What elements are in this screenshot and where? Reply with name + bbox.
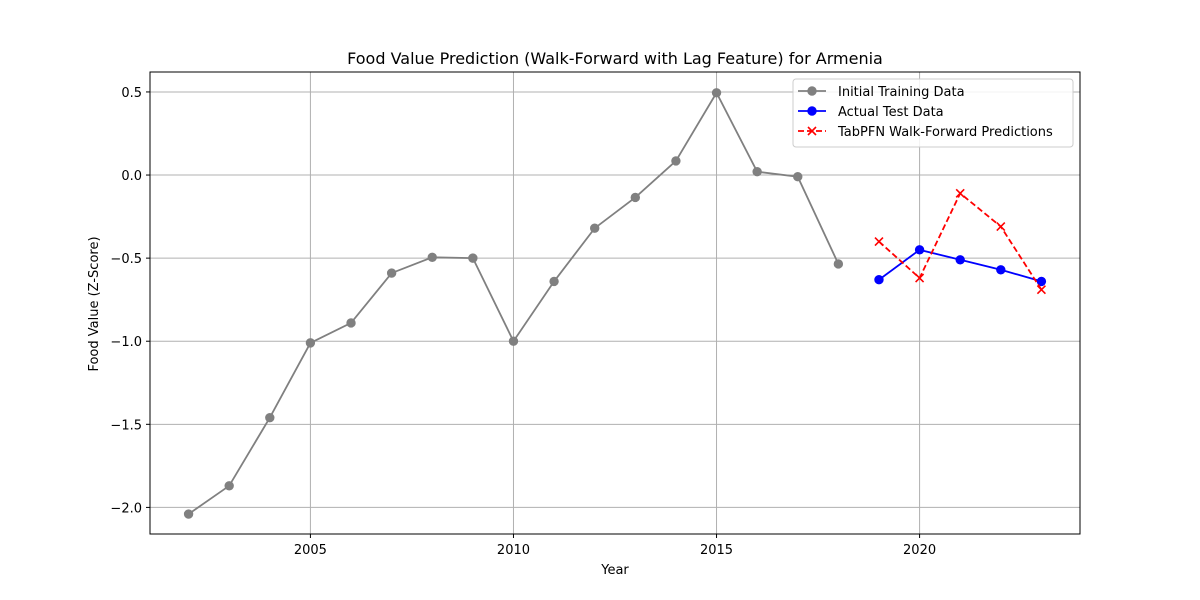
- data-point: [793, 171, 803, 182]
- x-tick-label: 2010: [497, 543, 530, 558]
- data-point: [305, 338, 316, 348]
- y-tick-label: −1.0: [110, 335, 142, 350]
- data-point: [915, 273, 925, 283]
- data-point: [996, 221, 1006, 232]
- series-2: [874, 188, 1046, 295]
- legend: Initial Training Data Actual Test Data Tab…: [792, 78, 1074, 148]
- x-axis-label: Year: [600, 563, 629, 578]
- data-point: [955, 188, 965, 198]
- data-point: [589, 223, 600, 233]
- grid-lines: [150, 72, 1080, 534]
- legend-marker: [807, 126, 817, 136]
- data-point: [752, 167, 762, 177]
- legend-item: Initial Training Data: [798, 85, 965, 100]
- legend-item: Actual Test Data: [798, 105, 944, 120]
- data-point: [874, 236, 884, 247]
- data-point: [833, 259, 844, 269]
- legend-box: [792, 78, 1074, 148]
- data-point: [671, 156, 681, 166]
- legend-label: Actual Test Data: [838, 105, 944, 120]
- series-line: [878, 248, 1042, 283]
- data-point: [386, 268, 397, 278]
- legend-marker: [807, 86, 817, 96]
- legend-marker: [807, 106, 817, 116]
- data-point: [1036, 285, 1046, 295]
- data-point: [1036, 276, 1047, 287]
- y-tick-label: 0.5: [121, 86, 142, 101]
- data-point: [265, 412, 275, 423]
- data-point: [549, 276, 559, 287]
- data-point: [630, 192, 641, 203]
- x-tick-label: 2015: [700, 543, 733, 558]
- y-axis-ticks: 0.5 0.0 −0.5 −1.0 −1.5 −2.0: [110, 86, 150, 516]
- data-point: [427, 252, 437, 262]
- y-axis-label: Food Value (Z-Score): [87, 236, 102, 371]
- data-point: [996, 265, 1006, 275]
- chart-title: Food Value Prediction (Walk-Forward with…: [347, 49, 883, 68]
- y-tick-label: −0.5: [110, 252, 142, 267]
- plot-frame: [149, 71, 1081, 535]
- y-tick-label: −2.0: [110, 501, 142, 516]
- data-point: [874, 275, 884, 285]
- series-1: [874, 245, 1047, 287]
- data-point: [914, 245, 925, 255]
- legend-label: TabPFN Walk-Forward Predictions: [837, 125, 1053, 140]
- y-tick-label: −1.5: [110, 418, 142, 433]
- x-axis-ticks: 2005 2010 2015 2020: [294, 534, 936, 558]
- legend-item: TabPFN Walk-Forward Predictions: [798, 125, 1053, 140]
- data-point: [955, 255, 965, 265]
- data-point: [224, 481, 234, 491]
- series-layer: [183, 88, 1047, 519]
- series-0: [183, 88, 844, 519]
- data-point: [183, 509, 194, 519]
- x-tick-label: 2020: [903, 543, 936, 558]
- x-tick-label: 2005: [294, 543, 327, 558]
- data-point: [711, 88, 722, 98]
- y-tick-label: 0.0: [121, 169, 142, 184]
- data-point: [468, 253, 478, 263]
- data-point: [346, 318, 356, 328]
- data-point: [508, 336, 519, 346]
- legend-label: Initial Training Data: [838, 85, 965, 100]
